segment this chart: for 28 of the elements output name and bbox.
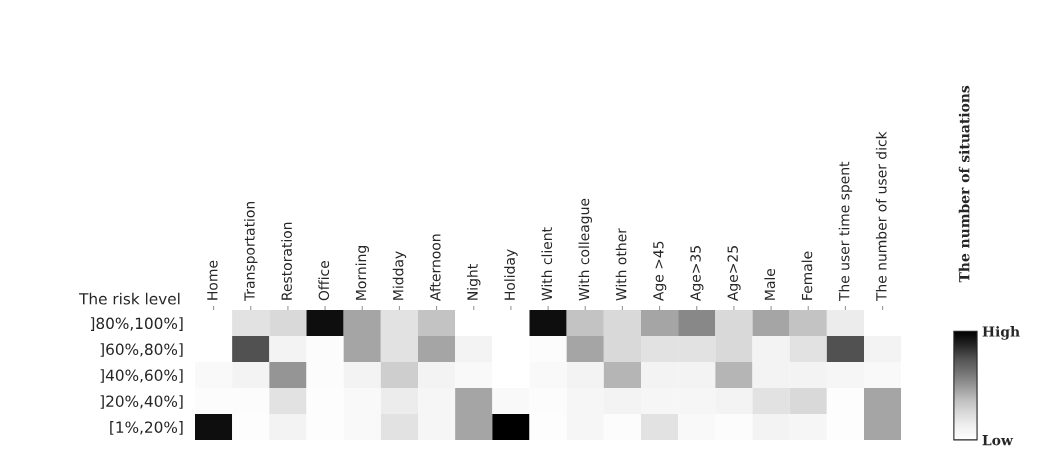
- x-tick-label: Age >45: [653, 241, 667, 301]
- x-tick-label: Female: [801, 251, 813, 300]
- color-bar-title: The number of situations: [958, 85, 970, 283]
- x-tick-label: Holiday: [504, 249, 518, 300]
- y-axis-title: The risk level: [79, 292, 180, 305]
- x-tick-label: The user time spent: [838, 161, 853, 302]
- x-tick-label: Transportation: [244, 201, 258, 302]
- y-tick-label: ]60%,80%]: [100, 343, 183, 357]
- x-tick-label: Age>25: [727, 246, 741, 301]
- y-tick-label: ]80%,100%]: [90, 317, 183, 331]
- x-tick-label: Home: [207, 260, 218, 300]
- x-tick-label: With other: [615, 228, 627, 301]
- y-tick-label: ]20%,40%]: [100, 395, 183, 409]
- x-tick-label: Afternoon: [429, 234, 441, 301]
- x-tick-label: With client: [541, 227, 553, 301]
- color-bar-label: High: [982, 326, 1020, 340]
- x-tick-label: Age>35: [690, 246, 704, 301]
- x-tick-label: Male: [764, 268, 776, 300]
- x-tick-label: The number of user dick: [875, 131, 887, 302]
- y-tick-label: ]40%,60%]: [100, 369, 183, 383]
- x-tick-label: Midday: [392, 251, 407, 300]
- y-tick-label: [1%,20%]: [110, 421, 183, 435]
- x-tick-label: Night: [467, 264, 481, 300]
- x-tick-label: With colleague: [578, 198, 592, 301]
- x-tick-label: Restoration: [281, 222, 292, 300]
- x-tick-label: Morning: [355, 246, 369, 300]
- color-bar-label: Low: [982, 435, 1014, 446]
- x-tick-label: Office: [318, 261, 330, 301]
